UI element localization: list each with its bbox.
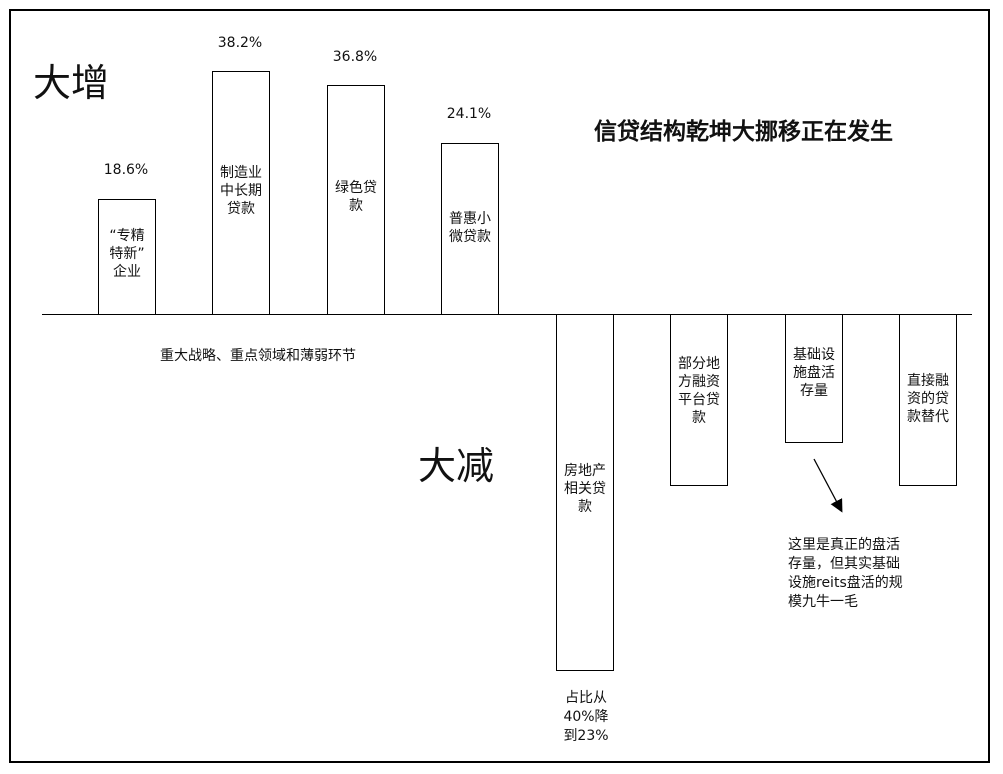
bar-up-2: 制造业 中长期 贷款 (212, 71, 270, 315)
bar-down-2-label: 部分地 方融资 平台贷 款 (678, 356, 720, 426)
bar-down-3: 基础设 施盘活 存量 (785, 314, 843, 443)
bar-up-4-label: 普惠小 微贷款 (449, 211, 491, 245)
bar-up-4: 普惠小 微贷款 (441, 143, 499, 315)
bar-up-2-pct: 38.2% (217, 35, 263, 51)
bar-up-3-label: 绿色贷 款 (335, 180, 377, 214)
bar-up-4-pct: 24.1% (446, 106, 492, 122)
bar-up-3-pct: 36.8% (332, 49, 378, 65)
arrow-line (813, 458, 843, 513)
diagram-frame (9, 9, 990, 763)
bar-up-1: “专精 特新” 企业 (98, 199, 156, 315)
bar-up-1-label: “专精 特新” 企业 (109, 228, 145, 280)
bar-down-1-label: 房地产 相关贷 款 (564, 463, 606, 515)
bar-down-4: 直接融 资的贷 款替代 (899, 314, 957, 486)
bar-up-1-pct: 18.6% (103, 162, 149, 178)
diagram-title: 信贷结构乾坤大挪移正在发生 (594, 119, 893, 145)
bar-up-2-label: 制造业 中长期 贷款 (220, 165, 262, 217)
realestate-note: 占比从 40%降 到23% (563, 690, 609, 744)
increase-heading: 大增 (33, 61, 110, 105)
baseline-axis (42, 314, 972, 315)
bar-down-1: 房地产 相关贷 款 (556, 314, 614, 671)
bar-down-3-label: 基础设 施盘活 存量 (793, 347, 835, 399)
decrease-heading: 大减 (418, 444, 495, 488)
bar-down-4-label: 直接融 资的贷 款替代 (907, 373, 949, 425)
increase-note: 重大战略、重点领域和薄弱环节 (160, 348, 356, 364)
infra-note: 这里是真正的盘活 存量，但其实基础 设施reits盘活的规 模九牛一毛 (788, 537, 903, 610)
bar-up-3: 绿色贷 款 (327, 85, 385, 315)
bar-down-2: 部分地 方融资 平台贷 款 (670, 314, 728, 486)
